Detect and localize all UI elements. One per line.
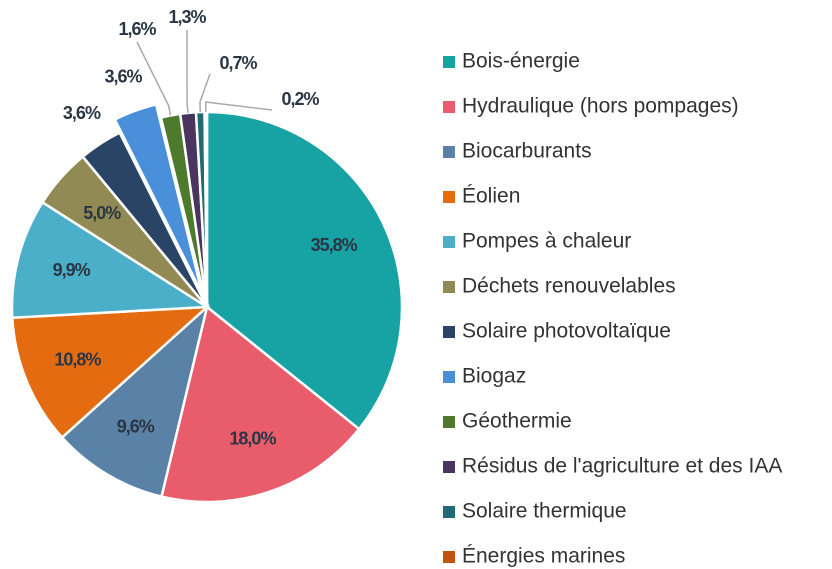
legend-swatch xyxy=(443,56,455,68)
pie-slice xyxy=(113,102,204,295)
legend-label: Résidus de l'agriculture et des IAA xyxy=(462,455,782,478)
pie-slice xyxy=(81,130,209,308)
leader-line xyxy=(199,73,211,113)
value-label: 1,6% xyxy=(118,19,156,39)
legend-swatch xyxy=(443,191,455,203)
legend-label: Déchets renouvelables xyxy=(462,275,676,298)
pie-slice xyxy=(160,304,361,504)
value-label: 5,0% xyxy=(83,203,121,223)
pie-slice xyxy=(205,110,404,431)
legend-label: Solaire thermique xyxy=(462,500,627,523)
pie-slice xyxy=(10,305,211,440)
legend-label: Géothermie xyxy=(462,410,572,433)
value-label: 9,9% xyxy=(53,260,91,280)
value-label: 0,2% xyxy=(281,89,319,109)
legend-swatch xyxy=(443,371,455,383)
legend-swatch xyxy=(443,101,455,113)
legend-label: Éolien xyxy=(462,185,520,208)
legend-swatch xyxy=(443,506,455,518)
legend-swatch xyxy=(443,326,455,338)
value-label: 9,6% xyxy=(117,416,155,436)
legend-swatch xyxy=(443,146,455,158)
legend-label: Biocarburants xyxy=(462,140,592,163)
legend-label: Hydraulique (hors pompages) xyxy=(462,95,739,118)
leader-line xyxy=(186,29,189,113)
pie-slice xyxy=(60,303,210,499)
value-label: 1,3% xyxy=(168,7,206,27)
value-label: 35,8% xyxy=(311,235,358,255)
legend-swatch xyxy=(443,551,455,563)
value-label: 10,8% xyxy=(54,350,101,370)
value-label: 3,6% xyxy=(63,103,101,123)
legend-swatch xyxy=(443,281,455,293)
legend-label: Bois-énergie xyxy=(462,50,580,73)
legend-label: Solaire photovoltaïque xyxy=(462,320,671,343)
legend-swatch xyxy=(443,461,455,473)
value-label: 3,6% xyxy=(104,67,142,87)
legend-swatch xyxy=(443,416,455,428)
leader-line xyxy=(204,101,273,113)
legend-label: Biogaz xyxy=(462,365,526,388)
value-label: 0,7% xyxy=(219,53,257,73)
legend-label: Pompes à chaleur xyxy=(462,230,631,253)
value-label: 18,0% xyxy=(229,429,276,449)
pie-slice xyxy=(10,200,211,320)
legend-label: Énergies marines xyxy=(462,545,625,568)
legend-swatch xyxy=(443,236,455,248)
leader-line xyxy=(136,41,172,116)
